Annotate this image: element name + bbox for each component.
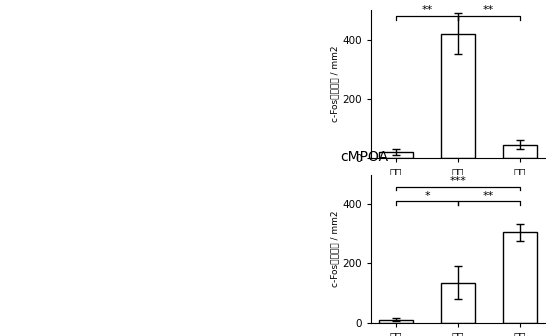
Bar	[503, 233, 537, 323]
Bar	[503, 144, 537, 158]
Y-axis label: c-Fos陽性細胞 / mm2: c-Fos陽性細胞 / mm2	[331, 210, 340, 287]
Text: ***: ***	[449, 176, 466, 186]
Text: **: **	[483, 5, 494, 15]
Bar	[441, 283, 475, 323]
Bar	[379, 320, 413, 323]
Text: cMPOA: cMPOA	[340, 150, 388, 164]
Text: **: **	[483, 191, 494, 201]
Text: **: **	[421, 5, 433, 15]
Bar	[441, 34, 475, 158]
Text: *: *	[424, 191, 430, 201]
Y-axis label: c-Fos陽性細胞 / mm2: c-Fos陽性細胞 / mm2	[331, 46, 340, 122]
Bar	[379, 152, 413, 158]
